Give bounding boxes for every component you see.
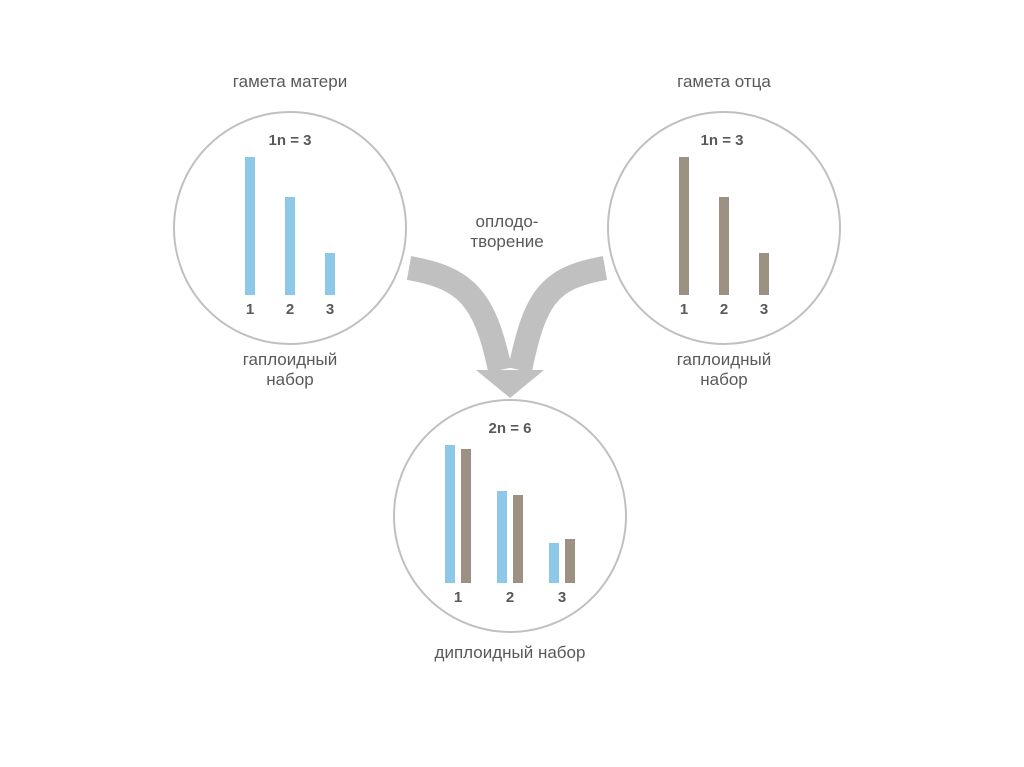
chromosome-1: 1 <box>679 157 689 318</box>
chromosome-bar <box>325 253 335 295</box>
chromosome-number: 3 <box>760 301 768 318</box>
chromosome-bar <box>759 253 769 295</box>
maternal-chromosome-bar <box>497 491 507 583</box>
arrow-right-shaft <box>520 268 605 370</box>
arrow-left-shaft <box>409 268 500 370</box>
chromosome-number: 3 <box>326 301 334 318</box>
chromosome-pair-number: 1 <box>445 589 471 606</box>
chromosome-number: 2 <box>720 301 728 318</box>
chromosome-bar <box>245 157 255 295</box>
mother-top-label: гамета матери <box>180 72 400 92</box>
chromosome-1: 1 <box>245 157 255 318</box>
chromosome-bar <box>679 157 689 295</box>
zygote-chromosome-bars: 1 2 3 <box>394 420 626 606</box>
chromosome-pair-3: 3 <box>549 539 575 606</box>
chromosome-pair-1: 1 <box>445 445 471 606</box>
mother-chromosome-bars: 1 2 3 <box>174 132 406 318</box>
chromosome-pair-2: 2 <box>497 491 523 606</box>
zygote-bottom-label: диплоидный набор <box>360 643 660 663</box>
father-chromosome-bars: 1 2 3 <box>608 132 840 318</box>
chromosome-number: 2 <box>286 301 294 318</box>
paternal-chromosome-bar <box>461 449 471 583</box>
chromosome-number: 1 <box>246 301 254 318</box>
chromosome-3: 3 <box>325 253 335 318</box>
chromosome-3: 3 <box>759 253 769 318</box>
chromosome-2: 2 <box>719 197 729 318</box>
father-bottom-label: гаплоидный набор <box>614 350 834 389</box>
chromosome-pair-number: 3 <box>549 589 575 606</box>
maternal-chromosome-bar <box>549 543 559 583</box>
arrow-head <box>476 370 544 398</box>
paternal-chromosome-bar <box>513 495 523 583</box>
paternal-chromosome-bar <box>565 539 575 583</box>
chromosome-2: 2 <box>285 197 295 318</box>
mother-bottom-label: гаплоидный набор <box>180 350 400 389</box>
father-top-label: гамета отца <box>614 72 834 92</box>
chromosome-pair-number: 2 <box>497 589 523 606</box>
chromosome-bar <box>285 197 295 295</box>
chromosome-number: 1 <box>680 301 688 318</box>
maternal-chromosome-bar <box>445 445 455 583</box>
fertilization-label: оплодо- творение <box>430 212 584 251</box>
chromosome-bar <box>719 197 729 295</box>
